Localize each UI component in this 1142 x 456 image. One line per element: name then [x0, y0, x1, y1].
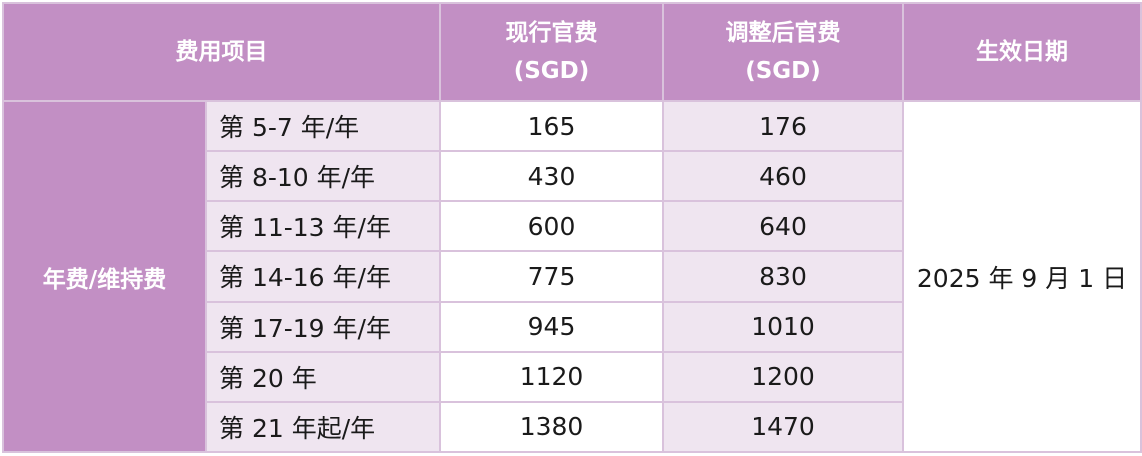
adjusted-fee-cell: 1470	[662, 400, 904, 454]
period-cell: 第 20 年	[205, 350, 441, 403]
table-row: 第 17-19 年/年 945 1010	[3, 300, 1141, 353]
period-cell: 第 5-7 年/年	[205, 99, 441, 153]
adjusted-fee-cell: 176	[662, 99, 904, 153]
header-current-fee-line1: 现行官费	[505, 20, 598, 46]
adjusted-fee-cell: 460	[662, 150, 904, 203]
adjusted-fee-cell: 830	[662, 250, 904, 303]
header-adjusted-fee-line2: (SGD)	[745, 58, 821, 84]
category-cell: 年费/维持费	[2, 100, 207, 453]
table-row: 年费/维持费 第 5-7 年/年 165 176 2025 年 9 月 1 日	[2, 99, 1142, 453]
table-row: 第 8-10 年/年 430 460	[3, 150, 1141, 203]
period-cell: 第 14-16 年/年	[205, 250, 441, 303]
table-body: 年费/维持费 第 5-7 年/年 165 176 2025 年 9 月 1 日 …	[2, 99, 1142, 454]
current-fee-cell: 430	[439, 150, 664, 203]
header-fee-item: 费用项目	[2, 2, 441, 102]
current-fee-cell: 1380	[439, 400, 664, 454]
period-cell: 第 21 年起/年	[205, 400, 441, 454]
header-current-fee-line2: (SGD)	[513, 58, 590, 84]
current-fee-cell: 775	[439, 250, 664, 303]
table-header: 费用项目 现行官费 (SGD) 调整后官费 (SGD) 生效日期	[2, 2, 1142, 102]
period-cell: 第 8-10 年/年	[205, 150, 441, 203]
period-cell: 第 17-19 年/年	[205, 300, 441, 353]
period-cell: 第 11-13 年/年	[205, 200, 441, 253]
current-fee-cell: 1120	[439, 350, 664, 403]
table-row: 第 20 年 1120 1200	[3, 350, 1141, 403]
table-row: 第 14-16 年/年 775 830	[3, 250, 1141, 303]
current-fee-cell: 165	[439, 99, 664, 153]
header-adjusted-fee-line1: 调整后官费	[725, 20, 841, 46]
adjusted-fee-cell: 1010	[662, 300, 904, 353]
adjusted-fee-cell: 640	[662, 200, 904, 253]
effective-date-cell: 2025 年 9 月 1 日	[902, 100, 1142, 453]
header-row: 费用项目 现行官费 (SGD) 调整后官费 (SGD) 生效日期	[2, 2, 1142, 102]
table-row: 第 21 年起/年 1380 1470	[3, 400, 1141, 454]
current-fee-cell: 600	[439, 200, 664, 253]
adjusted-fee-cell: 1200	[662, 350, 904, 403]
header-adjusted-fee: 调整后官费 (SGD)	[662, 2, 904, 102]
header-current-fee: 现行官费 (SGD)	[439, 2, 664, 102]
header-effective-date: 生效日期	[902, 2, 1142, 102]
current-fee-cell: 945	[439, 300, 664, 353]
table-row: 第 11-13 年/年 600 640	[3, 200, 1141, 253]
